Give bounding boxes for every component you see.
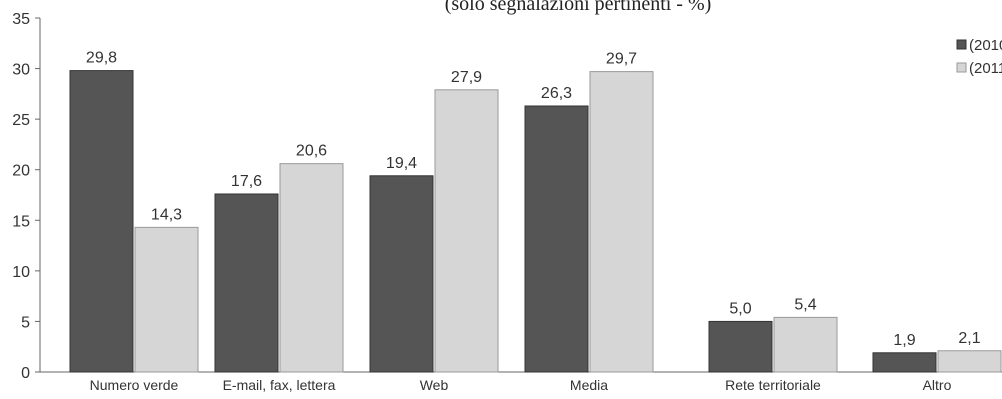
bar xyxy=(434,89,499,373)
data-label: 1,9 xyxy=(893,332,915,349)
y-tick-label: 20 xyxy=(12,163,30,180)
x-category-label: Media xyxy=(570,377,608,393)
bar xyxy=(937,350,1002,373)
y-tick-label: 15 xyxy=(12,213,30,230)
bar xyxy=(589,71,654,373)
data-label: 29,7 xyxy=(606,51,637,68)
chart-title: (solo segnalazioni pertinenti - %) xyxy=(445,0,712,15)
y-tick-label: 25 xyxy=(12,112,30,129)
x-category-label: E-mail, fax, lettera xyxy=(223,377,336,393)
data-label: 5,4 xyxy=(794,296,816,313)
data-label: 29,8 xyxy=(86,50,117,67)
legend-label: (2011) xyxy=(969,60,1002,77)
y-tick-label: 35 xyxy=(12,11,30,28)
data-label: 26,3 xyxy=(541,85,572,102)
y-tick-label: 5 xyxy=(21,314,30,331)
axes: 0 5 10 15 20 25 30 35 xyxy=(12,11,1002,382)
legend-swatch xyxy=(956,62,967,73)
bars xyxy=(69,70,1002,373)
legend-swatch xyxy=(956,39,967,50)
x-category-label: Numero verde xyxy=(90,377,179,393)
data-label: 14,3 xyxy=(151,206,182,223)
data-label: 2,1 xyxy=(958,330,980,347)
y-tick-label: 0 xyxy=(21,365,30,382)
data-labels: 29,8 14,3 Numero verde 17,6 20,6 E-mail, fax,… xyxy=(86,50,981,393)
bar xyxy=(134,226,199,373)
data-label: 5,0 xyxy=(729,300,751,317)
data-label: 20,6 xyxy=(296,143,327,160)
bar xyxy=(369,175,434,373)
bar xyxy=(69,70,134,373)
bar xyxy=(279,163,344,373)
x-category-label: Rete territoriale xyxy=(725,377,821,393)
y-tick-label: 30 xyxy=(12,62,30,79)
bar xyxy=(773,316,838,373)
legend: (2010) (2011) xyxy=(956,37,1002,77)
legend-label: (2010) xyxy=(969,37,1002,54)
bar xyxy=(872,352,937,373)
data-label: 19,4 xyxy=(386,155,417,172)
x-category-label: Web xyxy=(420,377,449,393)
y-tick-label: 10 xyxy=(12,264,30,281)
data-label: 17,6 xyxy=(231,173,262,190)
x-category-label: Altro xyxy=(923,377,952,393)
bar xyxy=(214,193,279,373)
bar xyxy=(524,105,589,373)
bar xyxy=(708,320,773,373)
data-label: 27,9 xyxy=(451,69,482,86)
